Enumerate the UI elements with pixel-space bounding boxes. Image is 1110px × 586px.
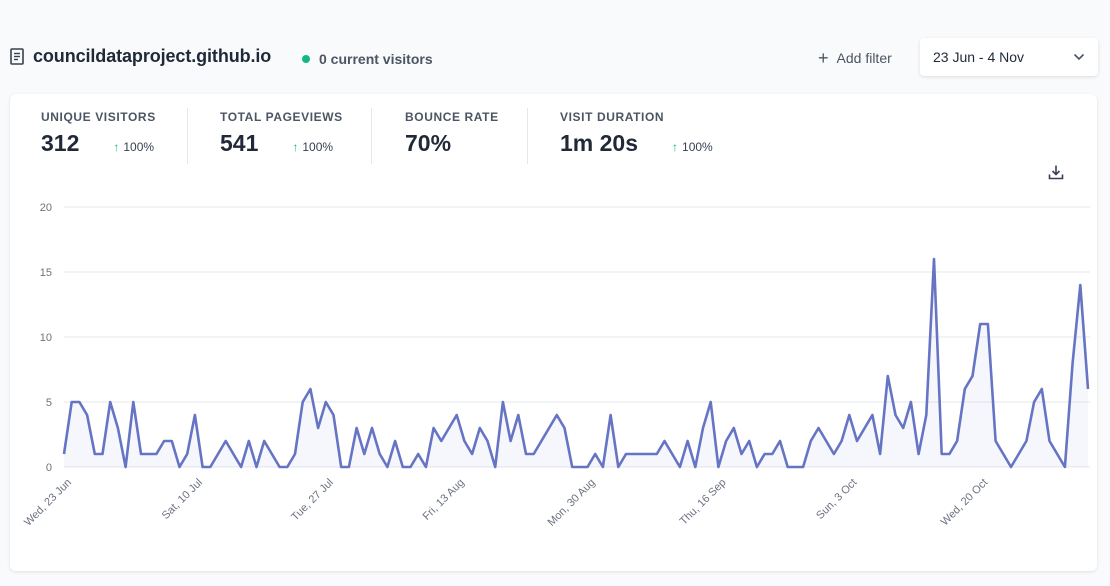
stat-value: 1m 20s	[560, 130, 639, 156]
stat-change-value: 100%	[682, 140, 713, 154]
x-tick-label: Wed, 20 Oct	[939, 477, 991, 529]
stat-label: BOUNCE RATE	[405, 110, 499, 124]
site-title[interactable]: councildataproject.github.io	[10, 46, 271, 67]
stat-change: ↑ 100%	[672, 140, 713, 154]
y-tick-label: 0	[46, 462, 52, 474]
arrow-up-icon: ↑	[672, 140, 679, 154]
x-tick-label: Sun, 3 Oct	[814, 477, 859, 522]
series-area	[64, 259, 1088, 467]
stat-bounce-rate[interactable]: BOUNCE RATE 70%	[405, 110, 499, 157]
stat-value: 70%	[405, 130, 452, 156]
arrow-up-icon: ↑	[292, 140, 299, 154]
site-name: councildataproject.github.io	[33, 46, 272, 66]
current-visitors-label: 0 current visitors	[319, 51, 433, 67]
chevron-down-icon	[1073, 53, 1085, 61]
stat-divider	[527, 108, 528, 164]
stat-label: UNIQUE VISITORS	[41, 110, 156, 124]
y-tick-label: 20	[40, 202, 52, 214]
add-filter-label: Add filter	[836, 50, 892, 66]
plus-icon: +	[818, 48, 829, 68]
document-icon	[10, 48, 24, 65]
download-icon[interactable]	[1048, 164, 1064, 180]
x-tick-label: Thu, 16 Sep	[678, 477, 729, 528]
x-tick-label: Sat, 10 Jul	[160, 477, 205, 522]
stat-divider	[371, 108, 372, 164]
stat-label: VISIT DURATION	[560, 110, 665, 124]
stat-divider	[187, 108, 188, 164]
stat-change: ↑ 100%	[292, 140, 333, 154]
main-graph-card: UNIQUE VISITORS 312 ↑ 100% TOTAL PAGEVIEW…	[10, 94, 1097, 571]
visitors-line-chart[interactable]: 0 5 10 15 20 Wed, 23 Jun Sat, 10 Jul Tue, 27 Ju…	[10, 94, 1097, 571]
stat-visit-duration[interactable]: VISIT DURATION 1m 20s ↑ 100%	[560, 110, 713, 157]
stat-total-pageviews[interactable]: TOTAL PAGEVIEWS 541 ↑ 100%	[220, 110, 343, 157]
y-tick-label: 15	[40, 267, 52, 279]
stat-label: TOTAL PAGEVIEWS	[220, 110, 343, 124]
x-tick-label: Wed, 23 Jun	[22, 477, 74, 529]
date-range-label: 23 Jun - 4 Nov	[933, 49, 1025, 65]
date-range-select[interactable]: 23 Jun - 4 Nov	[920, 38, 1098, 76]
stat-unique-visitors[interactable]: UNIQUE VISITORS 312 ↑ 100%	[41, 110, 156, 157]
live-dot-icon	[302, 55, 310, 63]
top-bar: councildataproject.github.io 0 current v…	[0, 38, 1110, 80]
y-tick-label: 10	[40, 332, 52, 344]
x-tick-label: Tue, 27 Jul	[289, 477, 336, 524]
stat-change-value: 100%	[123, 140, 155, 154]
series-line	[62, 257, 1090, 469]
stat-value: 541	[220, 130, 259, 156]
stat-change-value: 100%	[302, 140, 334, 154]
x-tick-label: Fri, 13 Aug	[421, 477, 467, 523]
y-tick-label: 5	[46, 397, 52, 409]
stat-value: 312	[41, 130, 80, 156]
add-filter-button[interactable]: + Add filter	[818, 48, 892, 68]
stat-change: ↑ 100%	[113, 140, 154, 154]
x-tick-label: Mon, 30 Aug	[545, 477, 597, 529]
current-visitors[interactable]: 0 current visitors	[302, 51, 433, 67]
arrow-up-icon: ↑	[113, 140, 120, 154]
